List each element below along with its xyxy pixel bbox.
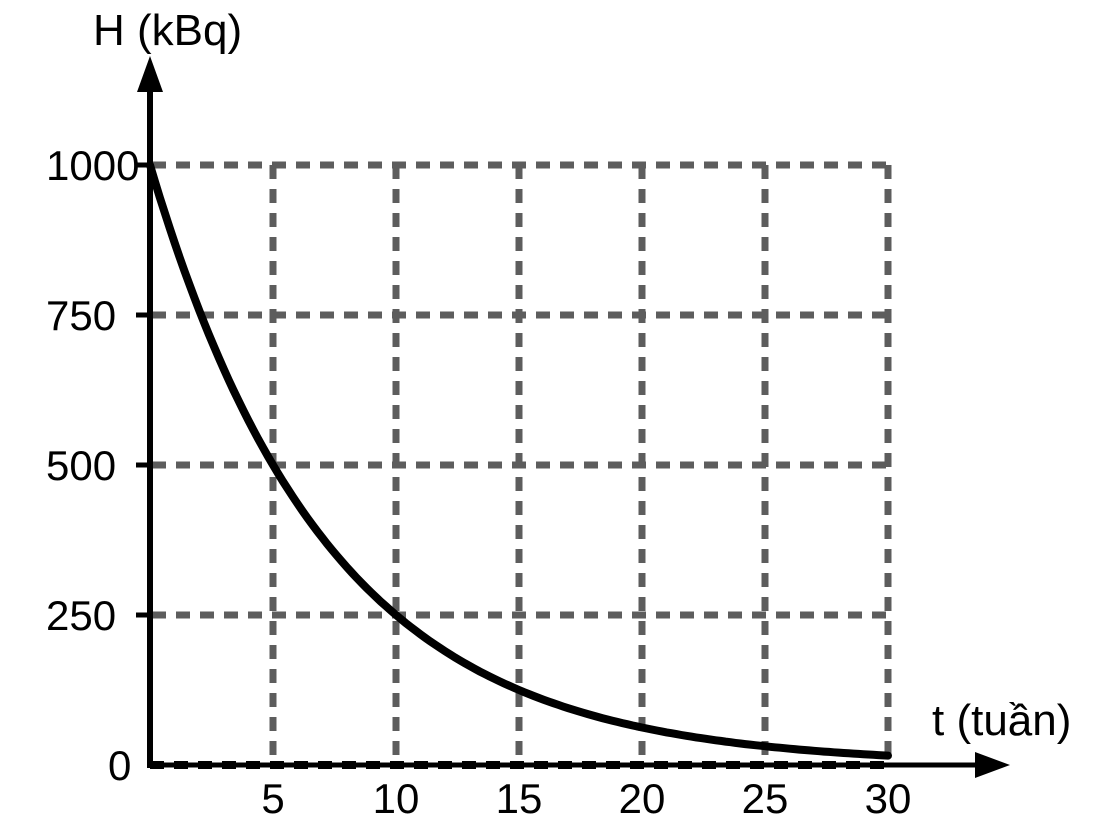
x-tick-label-10: 10	[372, 775, 420, 822]
y-axis-arrowhead	[137, 56, 163, 92]
x-tick-label-25: 25	[741, 775, 789, 822]
y-tick-label-0: 0	[108, 742, 132, 789]
y-tick-label-1000: 1000	[46, 142, 140, 189]
y-axis-tick-marks	[136, 162, 151, 618]
vertical-gridlines	[269, 165, 892, 763]
x-tick-label-5: 5	[261, 775, 285, 822]
y-tick-label-750: 750	[46, 292, 117, 339]
x-tick-label-15: 15	[495, 775, 543, 822]
y-tick-label-500: 500	[46, 442, 117, 489]
x-tick-label-30: 30	[864, 775, 912, 822]
x-tick-label-20: 20	[618, 775, 666, 822]
decay-curve	[146, 161, 892, 760]
x-axis-arrowhead	[975, 752, 1010, 778]
y-tick-label-250: 250	[46, 592, 117, 639]
x-axis-title: t (tuần)	[932, 696, 1072, 745]
y-axis-title: H (kBq)	[93, 6, 243, 55]
